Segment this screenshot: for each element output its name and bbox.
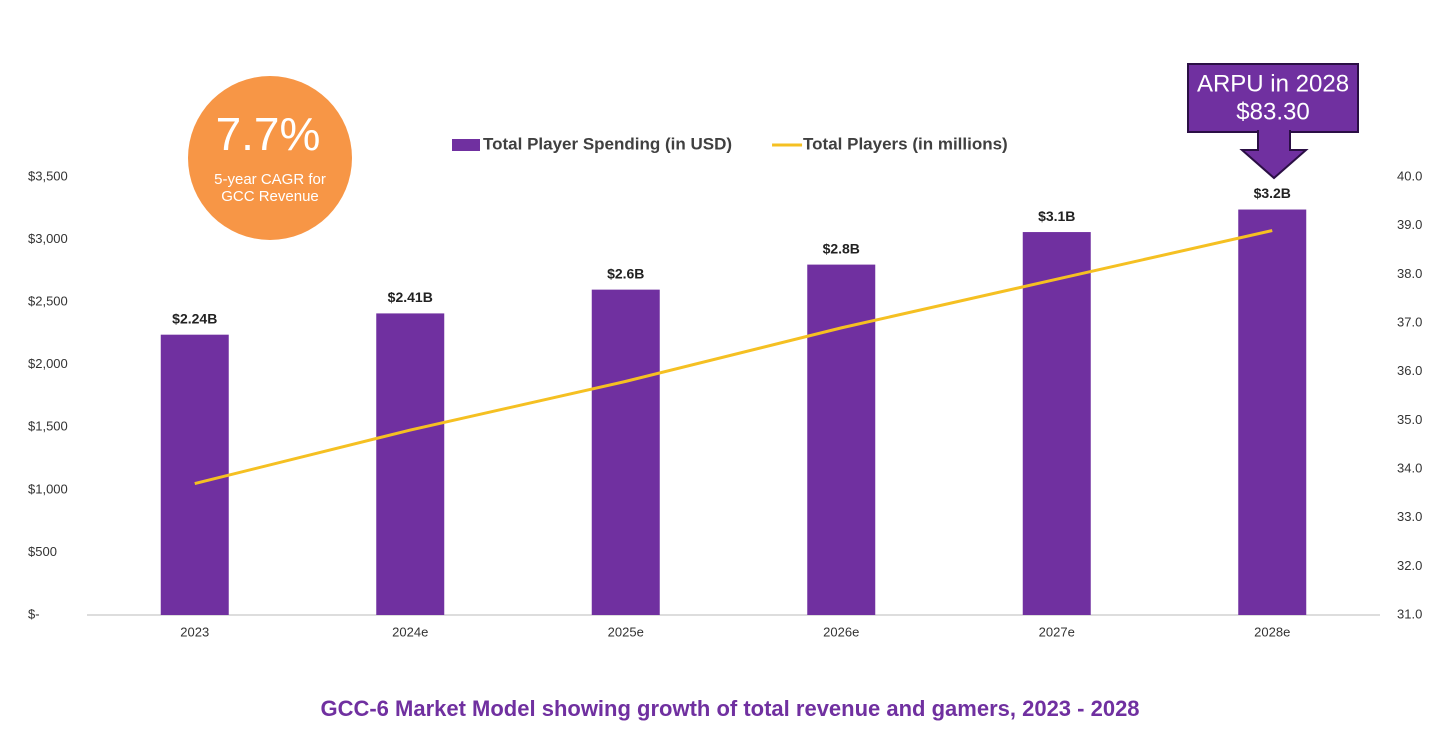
arpu-text: ARPU in 2028	[1197, 70, 1349, 97]
cagr-text: 5-year CAGR for	[214, 171, 326, 188]
x-tick-label: 2026e	[823, 624, 859, 639]
x-tick-label: 2024e	[392, 624, 428, 639]
y2-tick-label: 40.0	[1397, 168, 1422, 183]
bar	[1022, 232, 1091, 615]
bar	[160, 334, 229, 615]
arpu-box	[1187, 63, 1359, 133]
bar	[591, 289, 660, 615]
x-tick-label: 2027e	[1039, 624, 1075, 639]
x-tick-label: 2028e	[1254, 624, 1290, 639]
y2-tick-label: 36.0	[1397, 363, 1422, 378]
data-label: $2.24B	[172, 310, 217, 326]
arpu-text: $83.30	[1236, 98, 1309, 125]
x-tick-label: 2025e	[608, 624, 644, 639]
y-tick-label: $2,000	[28, 356, 68, 371]
y2-tick-label: 35.0	[1397, 412, 1422, 427]
y-tick-label: $3,000	[28, 231, 68, 246]
y-tick-label: $500	[28, 544, 57, 559]
bar	[1238, 209, 1307, 615]
y2-tick-label: 31.0	[1397, 606, 1422, 621]
y-tick-label: $1,000	[28, 481, 68, 496]
y2-tick-label: 34.0	[1397, 460, 1422, 475]
arpu-arrow-join	[1259, 128, 1289, 134]
data-label: $2.6B	[607, 265, 644, 281]
legend-swatch	[452, 139, 480, 151]
x-tick-label: 2023	[180, 624, 209, 639]
y2-tick-label: 33.0	[1397, 509, 1422, 524]
cagr-circle	[188, 76, 352, 240]
y2-tick-label: 38.0	[1397, 266, 1422, 281]
y2-tick-label: 39.0	[1397, 217, 1422, 232]
y-tick-label: $1,500	[28, 419, 68, 434]
data-label: $3.1B	[1038, 208, 1075, 224]
data-label: $2.8B	[823, 240, 860, 256]
y-tick-label: $2,500	[28, 294, 68, 309]
arpu-arrow	[1239, 130, 1309, 180]
y2-tick-label: 32.0	[1397, 558, 1422, 573]
data-label: $3.2B	[1254, 185, 1291, 201]
cagr-value: 7.7%	[216, 108, 321, 160]
y2-tick-label: 37.0	[1397, 314, 1422, 329]
legend-label: Total Player Spending (in USD)	[483, 134, 732, 153]
legend-label: Total Players (in millions)	[803, 134, 1008, 153]
cagr-text: GCC Revenue	[221, 188, 319, 205]
chart-title: GCC-6 Market Model showing growth of tot…	[320, 696, 1139, 721]
line	[194, 229, 1273, 486]
bar	[807, 264, 876, 615]
y-tick-label: $-	[28, 606, 40, 621]
y-tick-label: $3,500	[28, 168, 68, 183]
data-label: $2.41B	[388, 289, 433, 305]
bar	[376, 313, 445, 615]
